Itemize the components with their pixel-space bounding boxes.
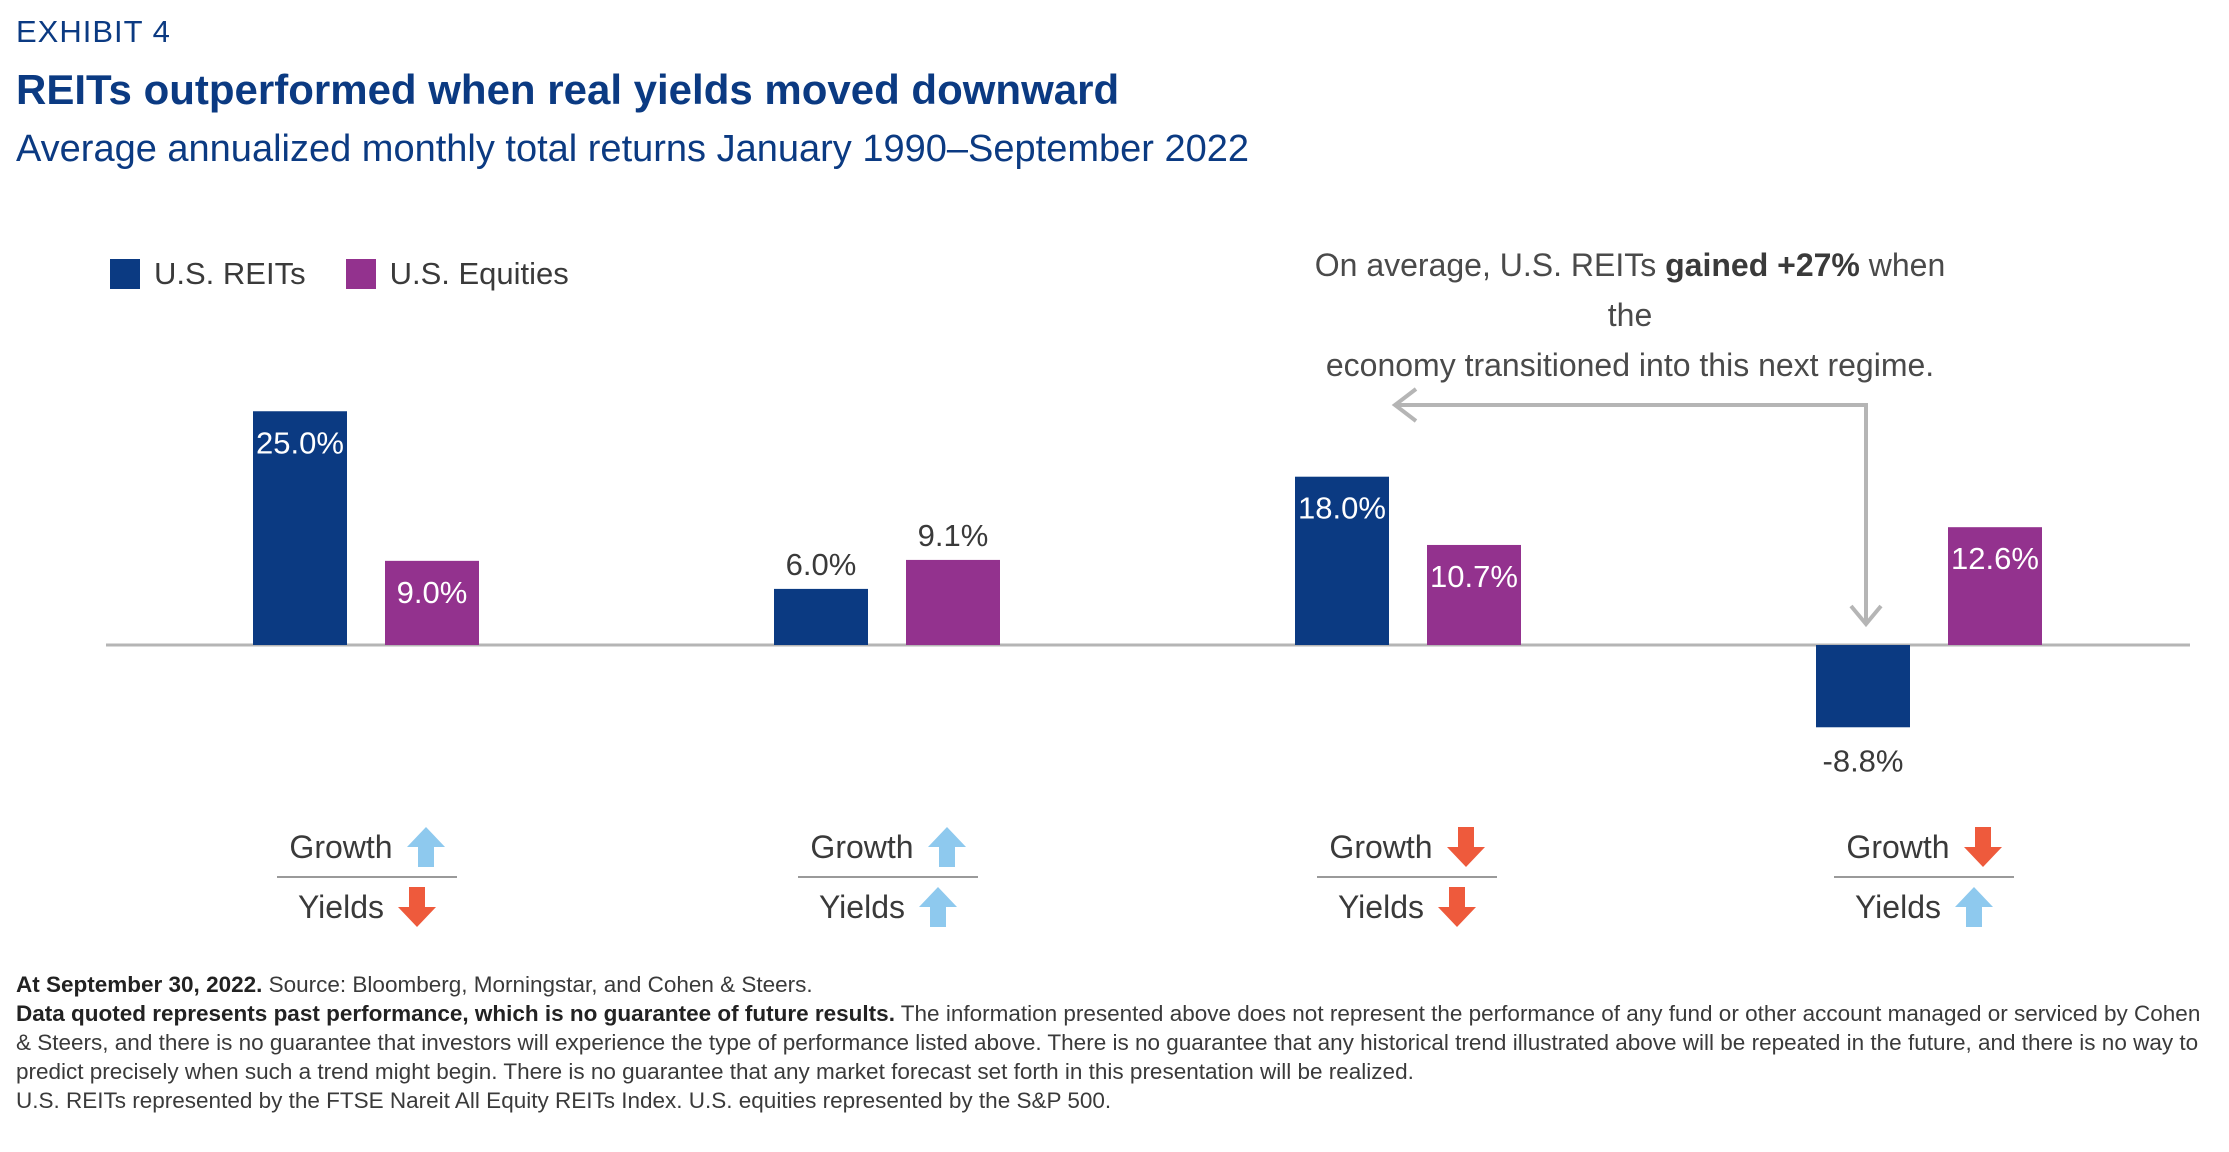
- exhibit-label: EXHIBIT 4: [16, 14, 171, 49]
- regime-yields-row: Yields: [277, 882, 457, 932]
- footnote-disclaimer-text: The information presented above does not…: [16, 1001, 2201, 1084]
- growth-up-arrow-icon: [406, 827, 445, 867]
- bar-equities-4: [1948, 527, 2042, 645]
- callout-arrowhead-left-icon: [1391, 387, 1418, 423]
- bar-equities-2: [906, 559, 1000, 645]
- regime-1: Growth Yields: [277, 822, 457, 932]
- footnote-indexes: U.S. REITs represented by the FTSE Narei…: [16, 1088, 1112, 1113]
- data-label-reits-3: 18.0%: [1298, 491, 1386, 526]
- bar-equities-3: [1427, 544, 1521, 645]
- regime-3: Growth Yields: [1317, 822, 1497, 932]
- regime-growth-label: Growth: [1846, 828, 1950, 865]
- yields-down-arrow-icon: [1437, 887, 1476, 927]
- regime-yields-row: Yields: [1317, 882, 1497, 932]
- legend-item-reits: U.S. REITs: [110, 256, 306, 292]
- regime-growth-row: Growth: [1317, 822, 1497, 872]
- data-label-equities-3: 10.7%: [1430, 559, 1518, 594]
- growth-down-arrow-icon: [1963, 827, 2002, 867]
- callout-text-bold: gained +27%: [1665, 247, 1860, 283]
- legend-label-reits: U.S. REITs: [154, 256, 306, 291]
- bar-reits-2: [774, 588, 868, 645]
- regime-yields-label: Yields: [819, 888, 905, 925]
- callout-connector-line: [1395, 403, 1868, 622]
- data-label-equities-1: 9.0%: [397, 575, 468, 610]
- regime-divider: [1317, 876, 1497, 878]
- yields-down-arrow-icon: [397, 887, 436, 927]
- yields-up-arrow-icon: [1954, 887, 1993, 927]
- regime-growth-label: Growth: [810, 828, 914, 865]
- regime-divider: [798, 876, 978, 878]
- callout-arrowhead-down-icon: [1849, 604, 1883, 628]
- legend-label-equities: U.S. Equities: [389, 256, 569, 291]
- legend-item-equities: U.S. Equities: [345, 256, 569, 292]
- callout-annotation: On average, U.S. REITs gained +27% when …: [1300, 240, 1960, 390]
- regime-yields-row: Yields: [1834, 882, 2014, 932]
- regime-yields-label: Yields: [1338, 888, 1424, 925]
- bar-chart: 25.0% 6.0% 18.0% -8.8% 9.0% 9.1% 10.7% 12.6%: [106, 387, 2190, 778]
- regime-divider: [277, 876, 457, 878]
- footnote-disclaimer-bold: Data quoted represents past performance,…: [16, 1001, 895, 1026]
- legend: U.S. REITs U.S. Equities: [110, 256, 569, 292]
- regime-4: Growth Yields: [1834, 822, 2014, 932]
- yields-up-arrow-icon: [918, 887, 957, 927]
- footnote-source: At September 30, 2022. Source: Bloomberg…: [16, 970, 2216, 999]
- regime-yields-label: Yields: [298, 888, 384, 925]
- regime-yields-row: Yields: [798, 882, 978, 932]
- footnote-date: At September 30, 2022.: [16, 972, 263, 997]
- growth-up-arrow-icon: [927, 827, 966, 867]
- data-label-equities-2: 9.1%: [918, 518, 989, 553]
- footnotes: At September 30, 2022. Source: Bloomberg…: [16, 970, 2216, 1115]
- regime-yields-label: Yields: [1855, 888, 1941, 925]
- regime-growth-label: Growth: [1329, 828, 1433, 865]
- bar-reits-1: [253, 411, 347, 645]
- regime-growth-label: Growth: [289, 828, 393, 865]
- callout-line-1: On average, U.S. REITs gained +27% when …: [1300, 240, 1960, 340]
- regime-growth-row: Growth: [277, 822, 457, 872]
- bar-reits-4: [1816, 645, 1910, 728]
- data-label-reits-1: 25.0%: [256, 425, 344, 460]
- regime-2: Growth Yields: [798, 822, 978, 932]
- bar-reits-3: [1295, 476, 1389, 645]
- legend-swatch-equities: [345, 259, 376, 289]
- legend-swatch-reits: [110, 259, 140, 289]
- callout-text-post: when the: [1607, 247, 1946, 333]
- data-label-reits-4: -8.8%: [1823, 743, 1904, 778]
- chart-title: REITs outperformed when real yields move…: [16, 66, 1120, 113]
- growth-down-arrow-icon: [1446, 827, 1485, 867]
- bar-equities-1: [385, 560, 479, 645]
- regime-growth-row: Growth: [798, 822, 978, 872]
- chart-subtitle: Average annualized monthly total returns…: [16, 128, 1249, 170]
- data-label-reits-2: 6.0%: [786, 547, 857, 582]
- callout-line-2: economy transitioned into this next regi…: [1325, 347, 1935, 383]
- footnote-source-text: Source: Bloomberg, Morningstar, and Cohe…: [262, 972, 813, 997]
- regime-growth-row: Growth: [1834, 822, 2014, 872]
- data-label-equities-4: 12.6%: [1951, 541, 2039, 576]
- footnote-disclaimer: Data quoted represents past performance,…: [16, 999, 2216, 1086]
- callout-text-pre: On average, U.S. REITs: [1314, 247, 1666, 283]
- regime-divider: [1834, 876, 2014, 878]
